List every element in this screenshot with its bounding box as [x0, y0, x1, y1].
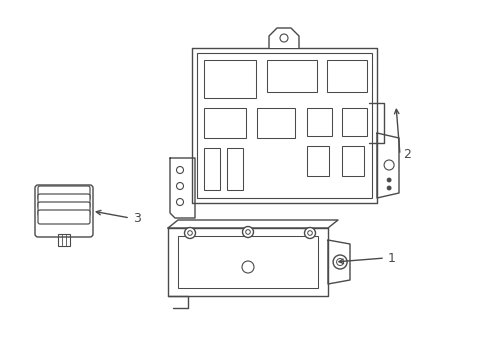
Circle shape	[384, 160, 394, 170]
Circle shape	[387, 186, 391, 190]
Text: 1: 1	[388, 252, 396, 265]
Bar	[267, 60, 317, 92]
Circle shape	[337, 258, 343, 266]
Circle shape	[304, 228, 316, 238]
Bar	[342, 146, 364, 176]
FancyBboxPatch shape	[38, 194, 90, 208]
Circle shape	[176, 198, 183, 206]
Circle shape	[280, 34, 288, 42]
Bar	[257, 108, 295, 138]
Bar	[227, 148, 243, 190]
Circle shape	[245, 230, 250, 234]
Polygon shape	[168, 220, 338, 228]
Circle shape	[185, 228, 196, 238]
Circle shape	[333, 255, 347, 269]
Bar	[204, 108, 246, 138]
FancyBboxPatch shape	[38, 210, 90, 224]
Circle shape	[188, 231, 192, 235]
Bar	[342, 108, 367, 136]
Circle shape	[243, 226, 253, 238]
Bar	[307, 146, 329, 176]
Text: 3: 3	[133, 211, 141, 225]
Bar	[327, 60, 367, 92]
Polygon shape	[192, 48, 377, 203]
Bar	[58, 234, 70, 246]
Polygon shape	[269, 28, 299, 48]
Polygon shape	[377, 133, 399, 198]
Bar	[178, 236, 318, 288]
Polygon shape	[168, 228, 328, 296]
Bar	[204, 60, 256, 98]
Circle shape	[308, 231, 312, 235]
Polygon shape	[170, 158, 195, 218]
Circle shape	[176, 183, 183, 189]
Bar	[307, 108, 332, 136]
Circle shape	[176, 166, 183, 174]
Bar	[204, 148, 220, 190]
FancyBboxPatch shape	[38, 186, 90, 200]
Circle shape	[242, 261, 254, 273]
FancyBboxPatch shape	[38, 202, 90, 216]
Circle shape	[387, 178, 391, 182]
Bar	[197, 53, 372, 198]
Text: 2: 2	[403, 148, 411, 162]
Polygon shape	[328, 240, 350, 284]
